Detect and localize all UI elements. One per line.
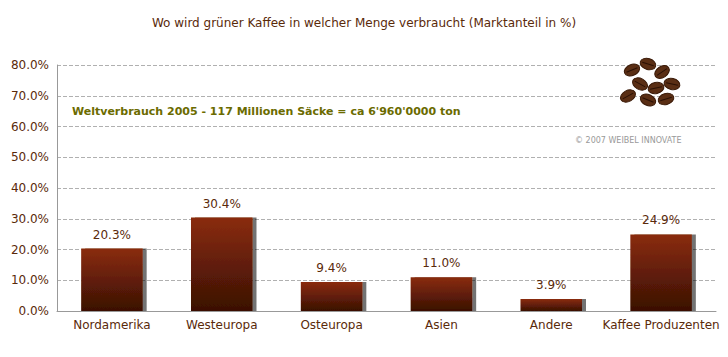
svg-text:60.0%: 60.0% [11,120,49,134]
svg-text:Nordamerika: Nordamerika [73,318,150,332]
svg-text:Westeuropa: Westeuropa [186,318,257,332]
svg-text:50.0%: 50.0% [11,150,49,164]
svg-text:30.0%: 30.0% [11,212,49,226]
svg-text:70.0%: 70.0% [11,89,49,103]
svg-text:30.4%: 30.4% [203,197,241,211]
svg-text:11.0%: 11.0% [422,256,460,270]
svg-text:20.3%: 20.3% [93,228,131,242]
svg-text:© 2007 WEIBEL INNOVATE: © 2007 WEIBEL INNOVATE [575,136,682,145]
svg-text:20.0%: 20.0% [11,243,49,257]
svg-text:Andere: Andere [530,318,573,332]
svg-text:40.0%: 40.0% [11,181,49,195]
svg-text:Osteuropa: Osteuropa [300,318,362,332]
svg-text:9.4%: 9.4% [316,261,347,275]
svg-text:Wo wird grüner Kaffee in welch: Wo wird grüner Kaffee in welcher Menge v… [152,16,576,30]
svg-text:3.9%: 3.9% [536,278,567,292]
svg-text:Weltverbrauch 2005 - 117 Milli: Weltverbrauch 2005 - 117 Millionen Säcke… [72,105,461,118]
svg-text:24.9%: 24.9% [642,213,680,227]
svg-text:Asien: Asien [425,318,458,332]
svg-text:80.0%: 80.0% [11,58,49,72]
svg-text:10.0%: 10.0% [11,273,49,287]
svg-text:0.0%: 0.0% [19,304,50,318]
svg-text:Kaffee Produzenten: Kaffee Produzenten [603,318,720,332]
